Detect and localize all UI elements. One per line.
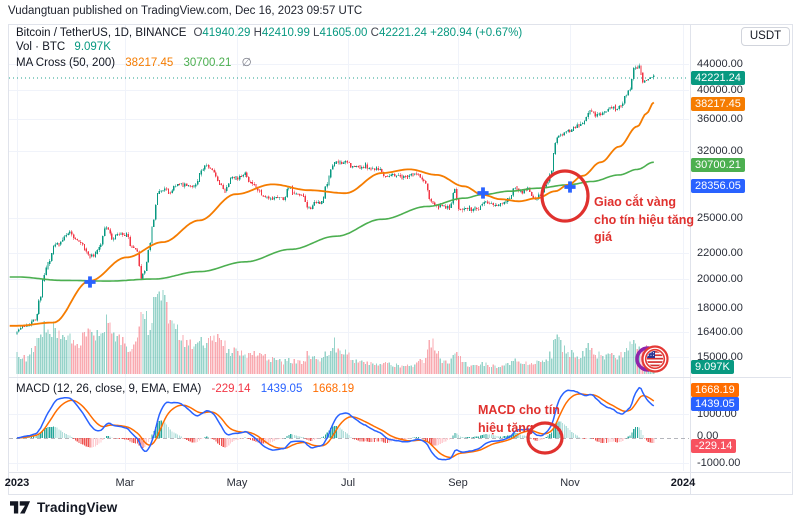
volume-label: Vol · BTC <box>16 41 66 53</box>
chart-widget <box>8 24 793 495</box>
ohlc-key: C <box>370 27 379 39</box>
ohlc-key: O <box>193 27 203 39</box>
time-tick-label: 2024 <box>670 477 696 489</box>
ma200-value: 30700.21 <box>183 57 232 69</box>
price-badge: 28356.05 <box>691 179 745 193</box>
ohlc-value: 42221.24 <box>378 27 431 39</box>
ohlc-values: O41940.29 H42410.99 L41605.00 C42221.24 <box>193 27 430 39</box>
time-axis[interactable]: 2023 Mar May Jul Sep Nov 2024 <box>4 473 791 493</box>
price-tick-label: 18000.00 <box>697 302 743 314</box>
price-badge: -229.14 <box>691 439 737 453</box>
price-tick-label: 25000.00 <box>697 212 743 224</box>
symbol-legend[interactable]: Bitcoin / TetherUS, 1D, BINANCE O41940.29… <box>16 27 522 39</box>
price-tick-label: 20000.00 <box>697 273 743 285</box>
price-tick-label: 36000.00 <box>697 113 743 125</box>
price-tick-label: -1000.00 <box>697 457 741 469</box>
price-tick-label: 40000.00 <box>697 84 743 96</box>
price-badge: 9.097K <box>691 360 734 374</box>
price-badge: 38217.45 <box>691 97 745 111</box>
published-info: Vudangtuan published on TradingView.com,… <box>8 5 363 17</box>
macd-hist-value: -229.14 <box>211 383 251 395</box>
ohlc-value: 42410.99 <box>261 27 314 39</box>
tradingview-mark-icon <box>10 501 31 514</box>
price-badge: 30700.21 <box>691 158 745 172</box>
tradingview-logo[interactable]: TradingView <box>10 499 117 516</box>
symbol-title[interactable]: Bitcoin / TetherUS, 1D, BINANCE <box>16 27 187 39</box>
macd-signal-value: 1668.19 <box>312 383 355 395</box>
currency-button[interactable]: USDT <box>741 27 790 46</box>
volume-value: 9.097K <box>74 41 111 53</box>
time-tick-label: 2023 <box>4 477 30 489</box>
ma-cross-label: MA Cross (50, 200) <box>16 57 116 69</box>
annotation-line: cho tín hiệu tăng <box>594 212 694 227</box>
annotation-line: Giao cắt vàng <box>594 195 676 209</box>
ma50-value: 38217.45 <box>125 57 174 69</box>
golden-cross-annotation[interactable]: Giao cắt vàng cho tín hiệu tăng giá <box>594 194 694 247</box>
macd-legend[interactable]: MACD (12, 26, close, 9, EMA, EMA) -229.1… <box>16 383 354 395</box>
time-tick-label: Nov <box>560 477 580 489</box>
ohlc-value: 41605.00 <box>319 27 371 39</box>
time-tick-label: Sep <box>448 477 468 489</box>
time-tick-label: May <box>226 477 248 489</box>
ohlc-value: 41940.29 <box>202 27 254 39</box>
macd-line-value: 1439.05 <box>260 383 303 395</box>
price-badge: 42221.24 <box>691 71 745 85</box>
tradingview-wordmark: TradingView <box>37 500 118 515</box>
price-tick-label: 16400.00 <box>697 326 743 338</box>
ma-more-icon[interactable]: ∅ <box>241 57 252 69</box>
ohlc-key: H <box>253 27 262 39</box>
time-tick-label: Mar <box>115 477 135 489</box>
price-tick-label: 44000.00 <box>697 58 743 70</box>
price-scale[interactable]: 44000.00 40000.00 36000.00 32000.00 25000.00… <box>691 25 791 471</box>
price-tick-label: 1000.00 <box>697 408 737 420</box>
price-tick-label: 22000.00 <box>697 247 743 259</box>
annotation-line: MACD cho tín <box>478 403 560 417</box>
time-tick-label: Jul <box>340 477 356 489</box>
macd-annotation[interactable]: MACD cho tín hiệu tăng <box>478 401 560 437</box>
ma-cross-legend[interactable]: MA Cross (50, 200) 38217.45 30700.21 ∅ <box>16 55 252 69</box>
ohlc-key: L <box>313 27 320 39</box>
annotation-line: hiệu tăng <box>478 421 534 435</box>
price-badge: 1439.05 <box>691 397 739 411</box>
price-tick-label: 32000.00 <box>697 145 743 157</box>
volume-legend[interactable]: Vol · BTC 9.097K <box>16 41 111 53</box>
price-badge: 1668.19 <box>691 383 739 397</box>
macd-label: MACD (12, 26, close, 9, EMA, EMA) <box>16 383 202 395</box>
annotation-line: giá <box>594 230 613 244</box>
change-value: +280.94 (+0.67%) <box>430 27 523 39</box>
